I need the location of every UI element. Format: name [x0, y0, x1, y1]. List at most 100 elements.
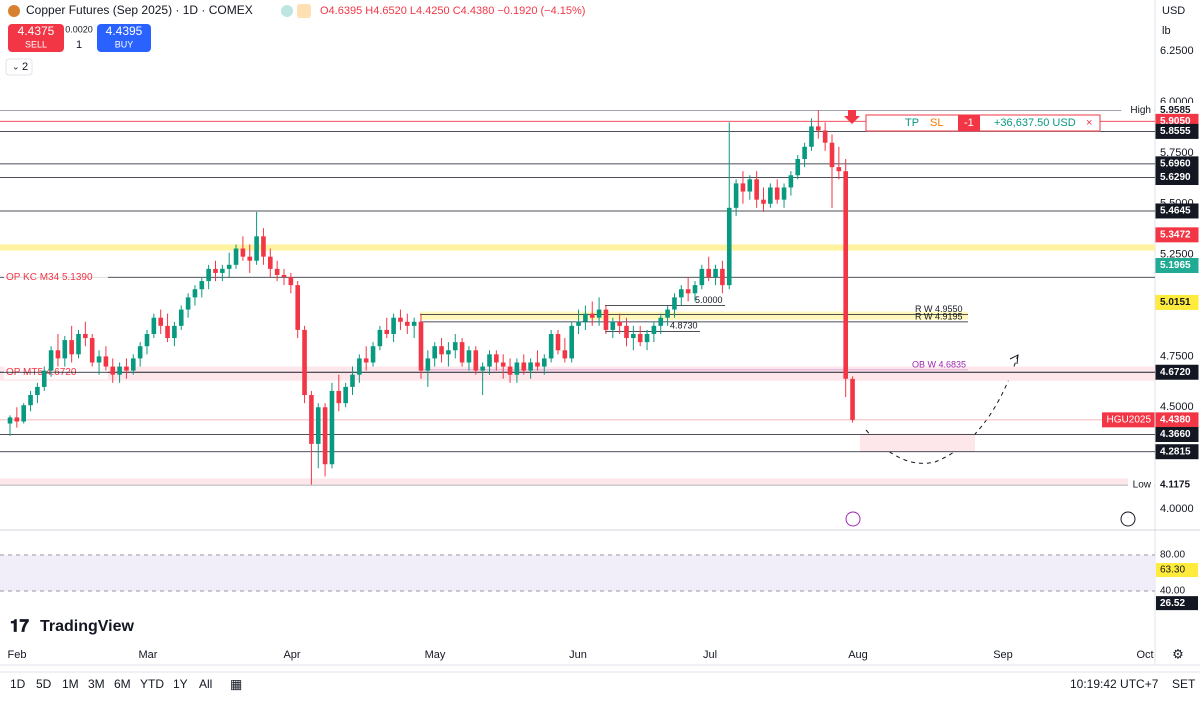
currency[interactable]: USD: [1162, 5, 1185, 17]
range-button[interactable]: 1D: [10, 677, 26, 691]
candle-body: [822, 130, 828, 143]
candle-body: [343, 386, 348, 404]
candle-body: [507, 366, 513, 375]
candle-body: [233, 248, 239, 265]
x-tick-label: Jul: [703, 649, 717, 661]
rsi-band: [0, 555, 1155, 591]
x-tick-label: May: [425, 649, 446, 661]
candle-body: [261, 236, 266, 257]
trade-pnl[interactable]: +36,637.50 USD: [994, 117, 1076, 129]
candle-body: [733, 183, 739, 208]
level-label: 4.6720: [1160, 367, 1191, 378]
level-label: 5.9050: [1160, 116, 1191, 127]
candle-body: [48, 350, 54, 371]
trade-qty[interactable]: -1: [964, 117, 974, 129]
candle-body: [589, 313, 595, 318]
trade-close[interactable]: ×: [1086, 117, 1092, 129]
candle-body: [480, 366, 485, 371]
level-label: 5.1965: [1160, 260, 1191, 271]
trade-qty-bg[interactable]: [958, 115, 980, 131]
trade-sl[interactable]: SL: [930, 117, 943, 129]
candle-body: [83, 333, 88, 339]
market-status: [281, 5, 293, 17]
candle-body: [55, 350, 61, 359]
candle-body: [226, 264, 232, 269]
x-tick-label: Oct: [1136, 649, 1153, 661]
drawing-label: 5.0000: [695, 295, 723, 305]
buy-price[interactable]: 4.4395: [106, 24, 143, 38]
event-icon[interactable]: [845, 511, 861, 527]
candle-body: [158, 317, 163, 326]
sell-price[interactable]: 4.4375: [18, 24, 55, 38]
symbol-icon: [8, 5, 20, 17]
range-button[interactable]: All: [199, 677, 212, 691]
y-tick-label: 4.0000: [1160, 503, 1194, 515]
candle-body: [699, 268, 705, 286]
x-tick-label: Apr: [283, 649, 300, 661]
candle-body: [706, 268, 711, 278]
candle-body: [617, 321, 622, 326]
candle-body: [624, 325, 629, 339]
candle-body: [281, 274, 287, 278]
candle-body: [774, 187, 780, 200]
sell-label[interactable]: SELL: [25, 39, 47, 49]
level-label: 5.9585: [1160, 105, 1191, 116]
candle-body: [7, 417, 13, 424]
chevron[interactable]: ⌄: [12, 61, 20, 71]
range-button[interactable]: 1M: [62, 677, 79, 691]
settings-icon[interactable]: ⚙: [1172, 646, 1184, 661]
x-tick-label: Sep: [993, 649, 1013, 661]
dividend-icon[interactable]: [1120, 511, 1136, 527]
drawing-label: 4.8730: [670, 321, 698, 331]
range-button[interactable]: YTD: [140, 677, 164, 691]
candle-body: [213, 268, 218, 273]
y-tick-label: 5.2500: [1160, 249, 1194, 261]
unit[interactable]: lb: [1162, 25, 1171, 37]
x-tick-label: Jun: [569, 649, 587, 661]
level-tag-bg: [1121, 102, 1155, 118]
candle-body: [685, 289, 691, 294]
range-button[interactable]: 1Y: [173, 677, 188, 691]
price-zone: [0, 478, 1155, 485]
date-range-icon[interactable]: ▦: [230, 676, 242, 691]
candle-body: [713, 268, 718, 278]
candle-body: [768, 187, 773, 204]
trade-tp[interactable]: TP: [905, 117, 919, 129]
candle-body: [569, 325, 574, 359]
range-button[interactable]: 3M: [88, 677, 105, 691]
candle-body: [329, 390, 335, 465]
candle-body: [21, 405, 26, 422]
rsi-label-bg: [1156, 596, 1198, 611]
candle-body: [398, 317, 403, 322]
y-tick-label: 4.7500: [1160, 350, 1194, 362]
candle-body: [144, 333, 150, 347]
candle-body: [240, 248, 246, 257]
candle-body: [473, 350, 479, 371]
candle-body: [295, 285, 300, 330]
candle-body: [124, 366, 129, 371]
rsi-tick-label: 26.52: [1160, 598, 1185, 609]
level-label: 4.2815: [1160, 446, 1191, 457]
quantity[interactable]: 1: [76, 39, 82, 51]
candle-body: [178, 309, 184, 326]
candle-body: [692, 285, 698, 294]
candle-body: [829, 142, 835, 168]
symbol-title: Copper Futures (Sep 2025) · 1D · COMEX: [26, 3, 253, 17]
sell-button[interactable]: [8, 24, 64, 52]
candle-body: [41, 370, 47, 387]
level-label: 4.3660: [1160, 429, 1191, 440]
level-label: 5.0151: [1160, 297, 1191, 308]
x-tick-label: Feb: [8, 649, 27, 661]
buy-label[interactable]: BUY: [115, 39, 134, 49]
candle-body: [726, 207, 732, 286]
range-button[interactable]: 6M: [114, 677, 131, 691]
indicators-count[interactable]: 2: [22, 61, 28, 73]
trade-bar[interactable]: [865, 114, 1101, 132]
drawing-label: OB W 4.6835: [912, 359, 966, 369]
drawing-label: R W 4.9195: [915, 311, 963, 321]
indicators-toggle[interactable]: [5, 58, 33, 76]
session[interactable]: SET: [1172, 677, 1196, 691]
range-button[interactable]: 5D: [36, 677, 52, 691]
buy-button[interactable]: [97, 24, 151, 52]
